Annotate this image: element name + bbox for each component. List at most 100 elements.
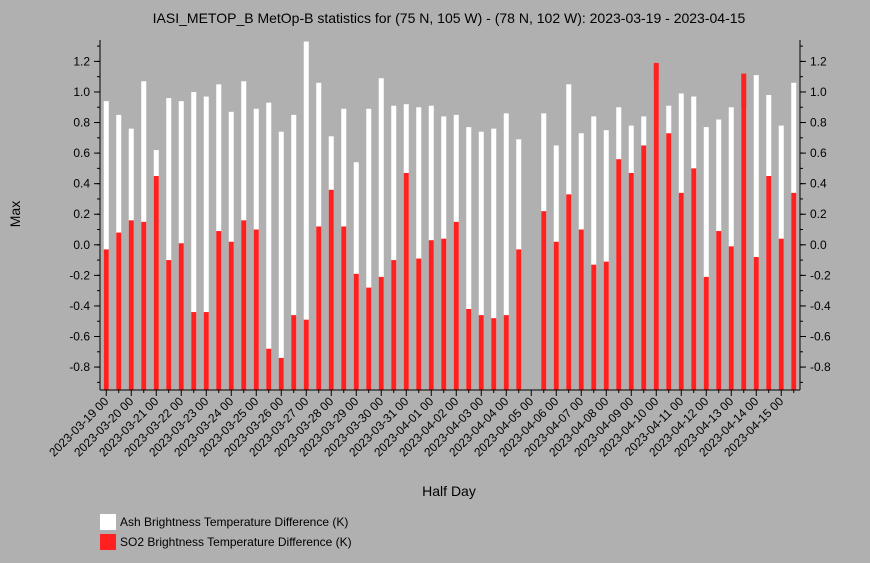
chart-title: IASI_METOP_B MetOp-B statistics for (75 … — [153, 10, 746, 26]
ash-bar-48 — [703, 127, 709, 391]
legend: Ash Brightness Temperature Difference (K… — [100, 512, 352, 552]
ash-bar-29 — [466, 127, 472, 391]
so2-bar-27 — [441, 238, 447, 390]
so2-bar-42 — [628, 172, 634, 390]
so2-bar-45 — [666, 133, 672, 391]
y-tick-label-right: -0.4 — [810, 299, 831, 313]
so2-bar-29 — [466, 309, 472, 390]
so2-bar-31 — [491, 318, 497, 390]
y-tick-label-right: 1.2 — [810, 54, 827, 68]
so2-bar-41 — [616, 159, 622, 390]
plot-area: -0.8 -0.8 -0.6 -0.6 -0.4 -0.4 -0.2 -0.2 0.0 0.0 0.… — [46, 40, 831, 459]
y-tick-label-left: -0.6 — [69, 330, 90, 344]
so2-bar-53 — [766, 176, 772, 390]
so2-bar-16 — [303, 319, 309, 390]
so2-bar-10 — [228, 241, 234, 390]
y-tick-label-right: 0.6 — [810, 146, 827, 160]
ash-bar-14 — [278, 131, 284, 390]
so2-bar-50 — [728, 246, 734, 390]
so2-bar-0 — [103, 249, 109, 390]
so2-bar-40 — [603, 261, 609, 390]
so2-bar-11 — [241, 220, 247, 390]
ash-bar-30 — [478, 131, 484, 390]
legend-swatch-so2 — [100, 534, 116, 550]
ash-bar-15 — [291, 114, 297, 390]
ash-bar-23 — [391, 105, 397, 390]
y-tick-label-left: -0.8 — [69, 360, 90, 374]
y-tick-label-right: 0.0 — [810, 238, 827, 252]
so2-bar-13 — [266, 348, 272, 390]
y-tick-label-left: 1.2 — [73, 54, 90, 68]
x-axis-title: Half Day — [422, 483, 476, 499]
so2-bar-15 — [291, 315, 297, 390]
so2-bar-3 — [141, 221, 147, 390]
so2-bar-32 — [503, 315, 509, 390]
y-tick-label-left: 0.8 — [73, 116, 90, 130]
so2-bar-26 — [428, 240, 434, 390]
y-tick-label-left: 0.2 — [73, 207, 90, 221]
so2-bar-25 — [416, 258, 422, 390]
so2-bar-14 — [278, 357, 284, 390]
ash-bar-5 — [166, 98, 172, 390]
so2-bar-22 — [378, 276, 384, 390]
legend-item-ash: Ash Brightness Temperature Difference (K… — [100, 512, 352, 532]
ash-bar-25 — [416, 107, 422, 390]
so2-bar-8 — [203, 312, 209, 390]
y-tick-label-left: -0.4 — [69, 299, 90, 313]
ash-bar-31 — [491, 128, 497, 390]
legend-label-ash: Ash Brightness Temperature Difference (K… — [120, 515, 349, 529]
legend-label-so2: SO2 Brightness Temperature Difference (K… — [120, 535, 352, 549]
so2-bar-12 — [253, 229, 259, 390]
so2-bar-44 — [653, 62, 659, 391]
so2-bar-33 — [516, 249, 522, 390]
so2-bar-19 — [341, 226, 347, 390]
y-tick-label-right: 0.4 — [810, 177, 827, 191]
y-tick-label-left: 0.6 — [73, 146, 90, 160]
so2-bar-5 — [166, 260, 172, 390]
so2-bar-9 — [216, 231, 222, 390]
y-tick-label-right: -0.2 — [810, 268, 831, 282]
so2-bar-4 — [153, 176, 159, 390]
so2-bar-30 — [478, 315, 484, 390]
y-tick-label-right: 0.2 — [810, 207, 827, 221]
so2-bar-21 — [366, 287, 372, 390]
y-tick-label-left: -0.2 — [69, 268, 90, 282]
so2-bar-52 — [753, 257, 759, 390]
ash-bar-13 — [266, 102, 272, 390]
y-tick-label-left: 1.0 — [73, 85, 90, 99]
so2-bar-17 — [316, 226, 322, 390]
so2-bar-2 — [128, 220, 134, 390]
so2-bar-23 — [391, 260, 397, 390]
y-tick-label-left: 0.0 — [73, 238, 90, 252]
so2-bar-36 — [553, 241, 559, 390]
so2-bar-48 — [703, 276, 709, 390]
ash-bar-0 — [103, 101, 109, 390]
so2-bar-51 — [741, 73, 747, 391]
ash-bar-8 — [203, 96, 209, 391]
legend-swatch-ash — [100, 514, 116, 530]
so2-bar-43 — [641, 145, 647, 390]
ash-bar-22 — [378, 78, 384, 391]
so2-bar-24 — [403, 172, 409, 390]
ash-bar-40 — [603, 130, 609, 391]
y-axis-title: Max — [7, 201, 23, 227]
so2-bar-37 — [566, 194, 572, 390]
so2-bar-49 — [716, 231, 722, 390]
ash-bar-32 — [503, 113, 509, 391]
legend-item-so2: SO2 Brightness Temperature Difference (K… — [100, 532, 352, 552]
so2-bar-18 — [328, 189, 334, 390]
so2-bar-28 — [453, 221, 459, 390]
y-tick-label-right: 0.8 — [810, 116, 827, 130]
so2-bar-39 — [591, 264, 597, 390]
so2-bar-1 — [116, 232, 122, 390]
ash-bar-39 — [591, 116, 597, 391]
y-tick-label-right: 1.0 — [810, 85, 827, 99]
so2-bar-7 — [191, 312, 197, 390]
y-tick-label-right: -0.6 — [810, 330, 831, 344]
ash-bar-21 — [366, 108, 372, 390]
y-tick-label-left: 0.4 — [73, 177, 90, 191]
so2-bar-6 — [178, 243, 184, 390]
so2-bar-20 — [353, 273, 359, 390]
so2-bar-47 — [691, 168, 697, 390]
